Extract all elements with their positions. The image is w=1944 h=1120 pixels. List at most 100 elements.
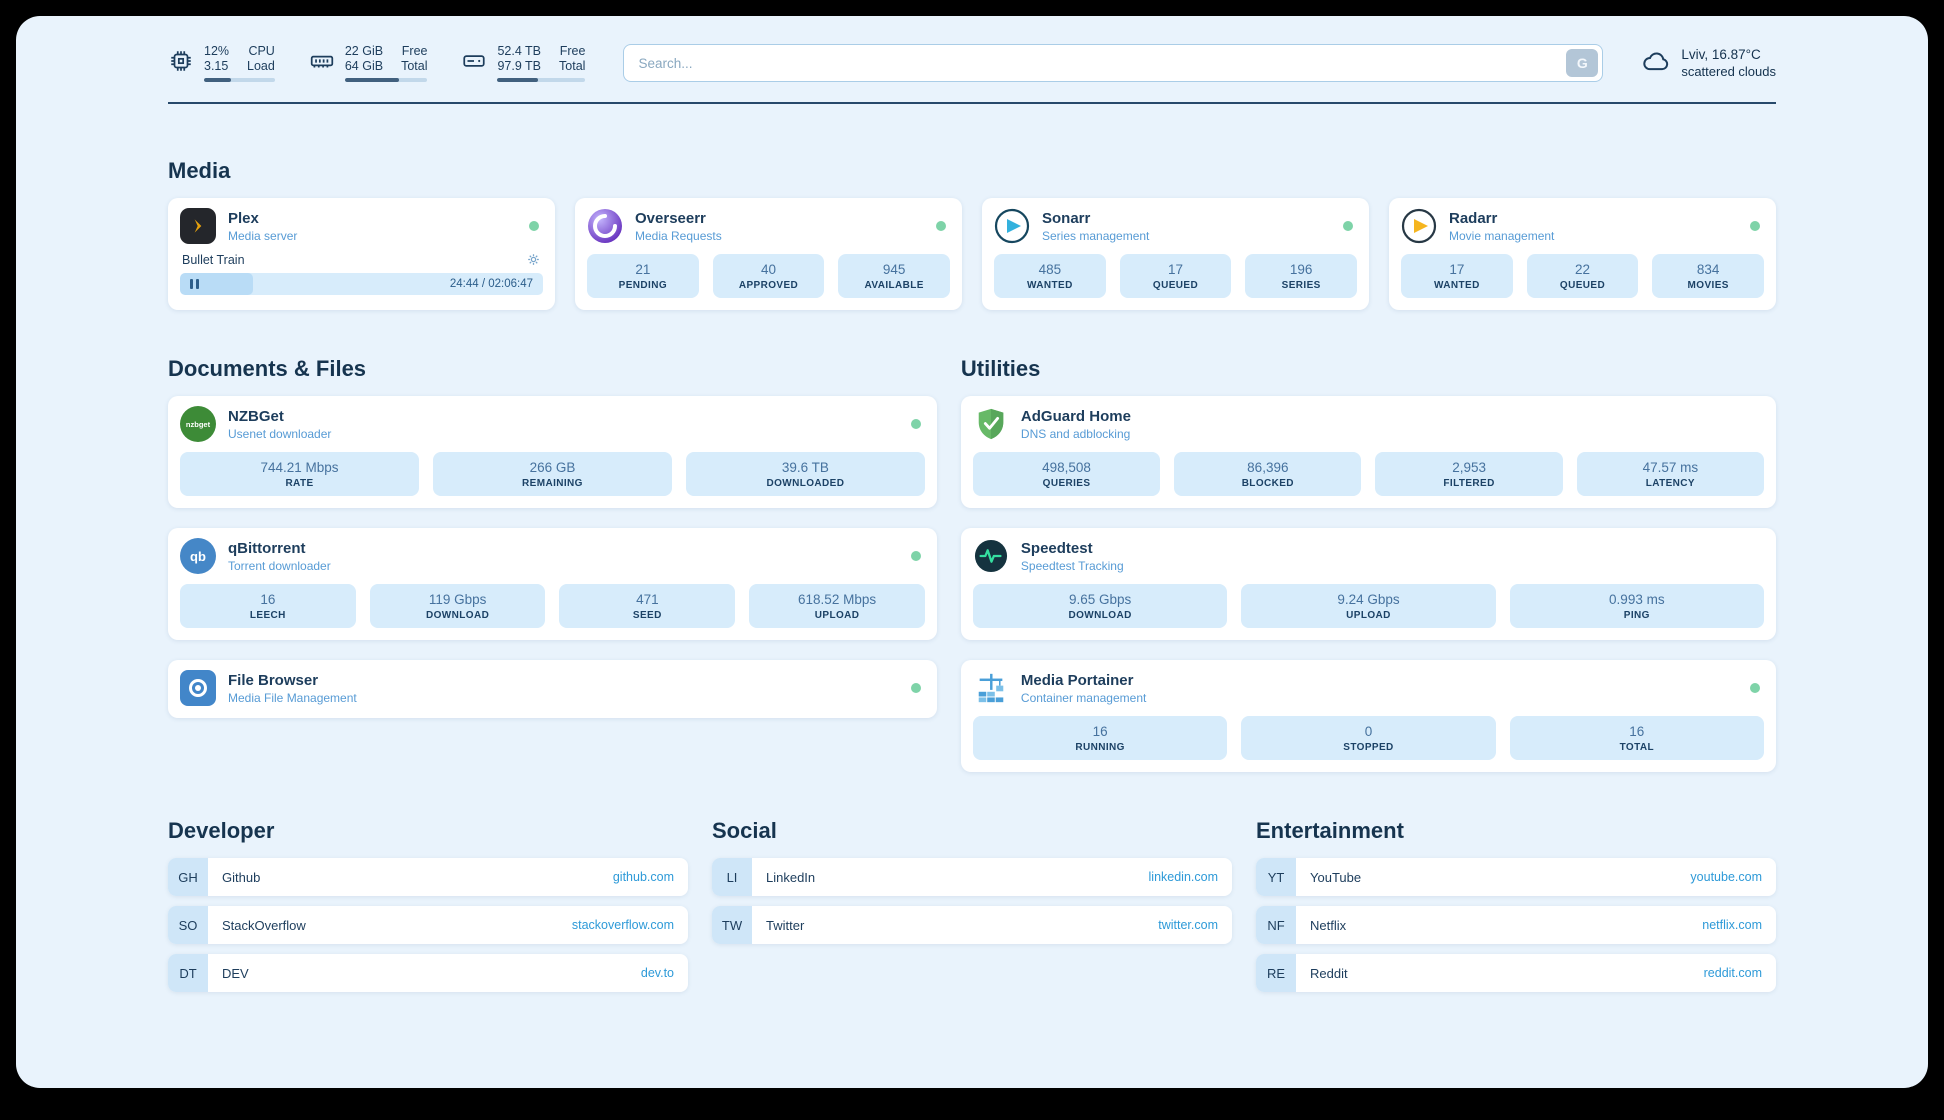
stat-label: DOWNLOAD <box>1068 610 1132 621</box>
plex-card-header: Plex Media server <box>180 208 543 244</box>
stat-value: 119 Gbps <box>428 592 487 607</box>
social-section: Social LI LinkedIn linkedin.com TW Twitt… <box>712 818 1232 992</box>
portainer-card-header: Media Portainer Container management <box>973 670 1764 706</box>
stat-value: 40 <box>760 262 777 277</box>
cpu-progress-bar <box>204 78 275 82</box>
bookmarks-row: Developer GH Github github.com SO StackO… <box>168 818 1776 1022</box>
stat-remaining: 266 GB REMAINING <box>432 452 672 496</box>
overseerr-card[interactable]: Overseerr Media Requests 21 PENDING 40 A… <box>575 198 962 310</box>
pause-icon[interactable] <box>190 279 199 289</box>
stat-label: TOTAL <box>1619 742 1655 753</box>
qbittorrent-card[interactable]: qb qBittorrent Torrent downloader 16 LEE… <box>168 528 937 640</box>
documents-section: Documents & Files nzbget NZBGet Usenet d… <box>168 356 937 772</box>
bookmark-netflix[interactable]: NF Netflix netflix.com <box>1256 906 1776 944</box>
stat-label: FILTERED <box>1443 478 1495 489</box>
entertainment-section: Entertainment YT YouTube youtube.com NF … <box>1256 818 1776 992</box>
stat-queries: 498,508 QUERIES <box>972 452 1161 496</box>
overseerr-card-header: Overseerr Media Requests <box>587 208 950 244</box>
stat-label: STOPPED <box>1343 742 1394 753</box>
dev-badge-icon: DT <box>168 954 208 992</box>
bookmark-url[interactable]: linkedin.com <box>1148 870 1218 884</box>
overseerr-stats: 21 PENDING 40 APPROVED 945 AVAILABLE <box>587 254 951 298</box>
utilities-section: Utilities <box>960 356 1776 772</box>
stat-value: 471 <box>636 592 659 607</box>
sonarr-card[interactable]: Sonarr Series management 485 WANTED 17 Q… <box>982 198 1369 310</box>
sonarr-card-header: Sonarr Series management <box>994 208 1357 244</box>
app-title: NZBGet <box>228 407 284 425</box>
stat-value: 21 <box>635 262 651 277</box>
ram-metric: 22 GiB Free 64 GiB Total <box>309 44 428 82</box>
section-title-utilities: Utilities <box>960 356 1041 381</box>
bookmark-dev[interactable]: DT DEV dev.to <box>168 954 688 992</box>
nzbget-card[interactable]: nzbget NZBGet Usenet downloader 744.21 M… <box>168 396 937 508</box>
plex-card[interactable]: Plex Media server Bullet Train <box>168 198 555 310</box>
bookmark-url[interactable]: reddit.com <box>1703 966 1762 980</box>
bookmark-linkedin[interactable]: LI LinkedIn linkedin.com <box>712 858 1232 896</box>
speedtest-names: Speedtest Speedtest Tracking <box>1021 540 1764 573</box>
stat-label: UPLOAD <box>1346 610 1391 621</box>
disk-progress-bar <box>497 78 586 82</box>
disk-free-value: 52.4 TB <box>497 44 542 58</box>
bookmark-url[interactable]: dev.to <box>640 966 674 980</box>
stackoverflow-badge-icon: SO <box>168 906 208 944</box>
stat-pending: 21 PENDING <box>587 254 699 298</box>
youtube-badge-icon: YT <box>1256 858 1296 896</box>
radarr-card-header: Radarr Movie management <box>1401 208 1764 244</box>
search-bar: G <box>623 44 1604 82</box>
adguard-card[interactable]: AdGuard Home DNS and adblocking 498,508 … <box>960 396 1776 508</box>
overseerr-icon <box>587 208 623 244</box>
developer-bookmarks: GH Github github.com SO StackOverflow st… <box>168 858 688 992</box>
weather-widget: Lviv, 16.87°C scattered clouds <box>1641 46 1776 81</box>
bookmark-name: LinkedIn <box>766 869 816 885</box>
bookmark-url[interactable]: stackoverflow.com <box>571 918 674 932</box>
app-subtitle: Usenet downloader <box>228 426 332 441</box>
bookmark-url[interactable]: netflix.com <box>1702 918 1762 932</box>
app-title: AdGuard Home <box>1020 407 1131 425</box>
bookmark-url[interactable]: github.com <box>612 870 674 884</box>
bookmark-github[interactable]: GH Github github.com <box>168 858 688 896</box>
bookmark-youtube[interactable]: YT YouTube youtube.com <box>1256 858 1776 896</box>
stat-value: 485 <box>1038 262 1062 277</box>
bookmark-stackoverflow[interactable]: SO StackOverflow stackoverflow.com <box>168 906 688 944</box>
playback-time: 24:44 / 02:06:47 <box>449 278 533 290</box>
stat-value: 17 <box>1167 262 1184 277</box>
nzbget-status-dot <box>910 419 921 429</box>
plex-names: Plex Media server <box>228 210 517 243</box>
gear-icon[interactable] <box>526 252 541 267</box>
filebrowser-icon <box>180 670 216 706</box>
adguard-stats: 498,508 QUERIES 86,396 BLOCKED 2,953 FIL… <box>972 452 1764 496</box>
sonarr-stats: 485 WANTED 17 QUEUED 196 SERIES <box>994 254 1358 298</box>
stat-value: 945 <box>882 262 906 277</box>
search-engine-button[interactable]: G <box>1566 49 1599 77</box>
portainer-icon <box>973 670 1009 706</box>
stat-running: 16 RUNNING <box>972 716 1228 760</box>
search-input[interactable] <box>623 44 1604 82</box>
now-playing-title: Bullet Train <box>182 252 245 267</box>
speedtest-card[interactable]: Speedtest Speedtest Tracking 9.65 Gbps D… <box>960 528 1776 640</box>
developer-section: Developer GH Github github.com SO StackO… <box>168 818 688 992</box>
playback-progress-bar[interactable]: 24:44 / 02:06:47 <box>180 273 543 295</box>
portainer-card[interactable]: Media Portainer Container management 16 … <box>960 660 1776 772</box>
ram-icon <box>309 44 335 74</box>
ram-total-value: 64 GiB <box>344 59 384 73</box>
stat-upload: 9.24 Gbps UPLOAD <box>1241 584 1496 628</box>
bookmark-url[interactable]: twitter.com <box>1158 918 1218 932</box>
stat-value: 266 GB <box>529 460 576 475</box>
bookmark-url[interactable]: youtube.com <box>1690 870 1762 884</box>
app-subtitle: Movie management <box>1449 228 1555 243</box>
nzbget-card-header: nzbget NZBGet Usenet downloader <box>180 406 925 442</box>
bookmark-name: Reddit <box>1310 965 1348 981</box>
stat-value: 0.993 ms <box>1609 592 1665 607</box>
bookmark-twitter[interactable]: TW Twitter twitter.com <box>712 906 1232 944</box>
ram-total-label: Total <box>401 59 428 73</box>
stat-label: LEECH <box>249 610 286 621</box>
stat-approved: 40 APPROVED <box>712 254 825 298</box>
qbittorrent-stats: 16 LEECH 119 Gbps DOWNLOAD 471 SEED <box>180 584 925 628</box>
filebrowser-card[interactable]: File Browser Media File Management <box>168 660 937 718</box>
entertainment-bookmarks: YT YouTube youtube.com NF Netflix netfli… <box>1256 858 1776 992</box>
bookmark-reddit[interactable]: RE Reddit reddit.com <box>1256 954 1776 992</box>
radarr-card[interactable]: Radarr Movie management 17 WANTED 22 QUE… <box>1389 198 1776 310</box>
disk-metric: 52.4 TB Free 97.9 TB Total <box>461 44 586 82</box>
stat-value: 16 <box>1092 724 1108 739</box>
stat-blocked: 86,396 BLOCKED <box>1174 452 1362 496</box>
